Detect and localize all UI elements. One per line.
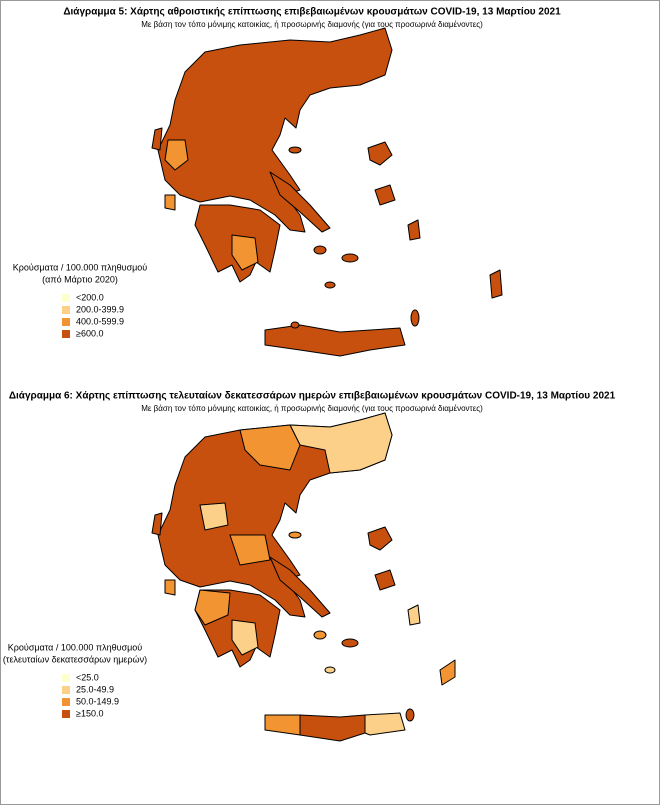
map-subtitle: Με βάση τον τόπο μόνιμης κατοικίας, ή πρ… <box>141 20 483 29</box>
legend-label: ≥150.0 <box>76 708 103 718</box>
legend-title: Κρούσματα / 100.000 πληθυσμού <box>13 262 148 272</box>
legend-label: <200.0 <box>76 292 104 302</box>
legend-swatch <box>62 306 70 314</box>
legend-swatch <box>62 318 70 326</box>
map-title: Διάγραμμα 5: Χάρτης αθροιστικής επίπτωση… <box>63 7 561 18</box>
legend-label: <25.0 <box>76 672 99 682</box>
legend-swatch <box>62 674 70 682</box>
legends: Κρούσματα / 100.000 πληθυσμού (από Μάρτιο… <box>3 262 147 718</box>
map-subtitle: Με βάση τον τόπο μόνιμης κατοικίας, ή πρ… <box>141 404 483 413</box>
legend-title: Κρούσματα / 100.000 πληθυσμού <box>8 642 143 652</box>
legend-label: 50.0-149.9 <box>76 696 119 706</box>
legend-swatch <box>62 294 70 302</box>
legend-label: 200.0-399.9 <box>76 304 124 314</box>
map-greece <box>151 412 456 742</box>
legend-label: 25.0-49.9 <box>76 684 114 694</box>
legend-swatch <box>62 330 70 338</box>
legend-title: (τελευταίων δεκατεσσάρων ημερών) <box>3 654 147 664</box>
legend-label: 400.0-599.9 <box>76 316 124 326</box>
legend-swatch <box>62 698 70 706</box>
legend-swatch <box>62 710 70 718</box>
legend-title: (από Μάρτιο 2020) <box>42 274 118 284</box>
legend-label: ≥600.0 <box>76 328 103 338</box>
map-greece <box>151 27 503 357</box>
legend-swatch <box>62 686 70 694</box>
map-title: Διάγραμμα 6: Χάρτης επίπτωσης τελευταίων… <box>9 391 616 402</box>
